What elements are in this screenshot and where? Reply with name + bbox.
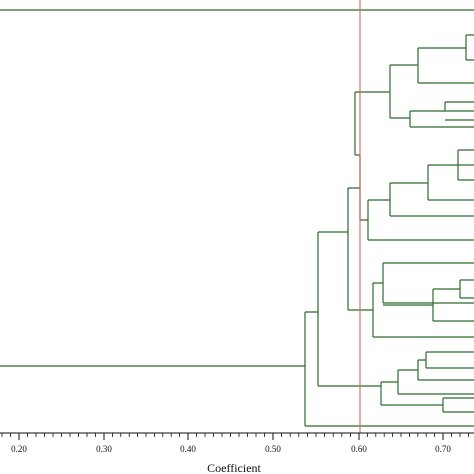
branch-d4 xyxy=(442,397,474,413)
x-tick-label: 0.40 xyxy=(180,444,196,454)
branch-a6 xyxy=(354,91,390,155)
branch-j2 xyxy=(317,231,381,387)
branch-a5 xyxy=(389,64,418,119)
x-tick-label: 0.30 xyxy=(96,444,112,454)
x-axis-ticks: 0.20 0.30 0.40 0.50 0.60 0.70 xyxy=(1,433,469,454)
x-axis-title: Coefficient xyxy=(207,461,261,474)
branch-a1 xyxy=(465,34,474,61)
branch-d1 xyxy=(425,351,474,369)
branch-a4 xyxy=(409,110,474,128)
branch-d3 xyxy=(397,369,474,395)
x-tick-label: 0.20 xyxy=(11,444,27,454)
branch-j4 xyxy=(0,311,318,367)
branch-a3 xyxy=(444,101,474,121)
branch-c4 xyxy=(372,282,474,338)
branch-c2 xyxy=(459,279,474,299)
branch-b2 xyxy=(427,164,474,201)
x-tick-label: 0.60 xyxy=(351,444,367,454)
branch-c3 xyxy=(432,288,474,322)
branch-j3 xyxy=(304,366,474,427)
branch-b1 xyxy=(457,149,474,181)
x-tick-label: 0.50 xyxy=(265,444,281,454)
dendrogram-branches xyxy=(0,9,474,427)
branch-b4 xyxy=(367,199,474,241)
x-tick-label: 0.70 xyxy=(435,444,451,454)
